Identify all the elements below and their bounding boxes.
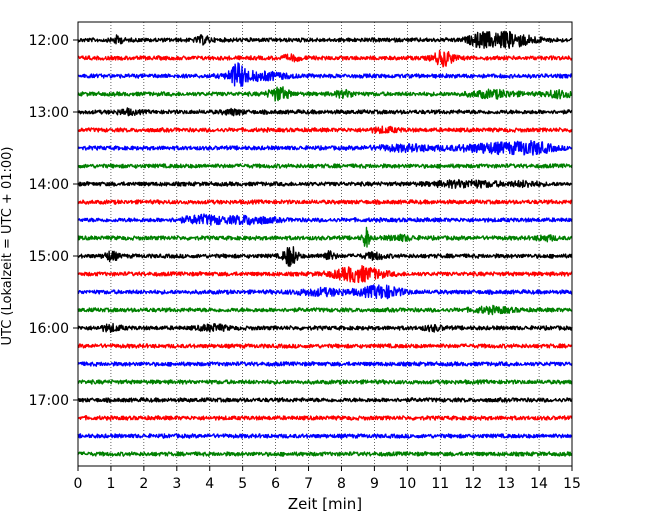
x-tick-label: 8 [337, 476, 346, 492]
y-tick-label: 16:00 [29, 321, 69, 337]
x-tick-label: 0 [74, 476, 83, 492]
trace-line [77, 107, 573, 117]
y-axis-label: UTC (Lokalzeit = UTC + 01:00) [0, 147, 15, 346]
x-ticks: 0 1 2 3 4 5 6 7 8 9 10 11 12 13 14 15 [74, 466, 581, 492]
trace-line [77, 30, 573, 49]
grid-lines [110, 22, 540, 466]
trace-line [77, 213, 573, 226]
trace-line [77, 415, 573, 421]
trace-line [77, 304, 573, 316]
trace-line [77, 361, 573, 367]
trace-line [77, 322, 573, 333]
x-tick-label: 3 [172, 476, 181, 492]
trace-line [77, 343, 573, 349]
trace-line [77, 226, 573, 248]
y-tick-label: 17:00 [29, 393, 69, 409]
x-tick-label: 11 [431, 476, 449, 492]
trace-line [77, 433, 573, 439]
plot-frame [77, 21, 573, 467]
x-tick-label: 6 [271, 476, 280, 492]
trace-line [77, 140, 573, 156]
x-tick-label: 7 [304, 476, 313, 492]
traces [77, 30, 573, 457]
x-tick-label: 2 [139, 476, 148, 492]
y-ticks: 12:00 13:00 14:00 15:00 16:00 17:00 [29, 33, 78, 409]
y-tick-label: 13:00 [29, 105, 69, 121]
trace-line [77, 62, 573, 87]
trace-line [77, 163, 573, 169]
x-tick-label: 12 [464, 476, 482, 492]
trace-line [77, 125, 573, 135]
trace-line [77, 86, 573, 102]
x-tick-label: 15 [563, 476, 581, 492]
trace-line [77, 451, 573, 457]
trace-line [77, 178, 573, 190]
trace-line [77, 284, 573, 300]
y-tick-label: 12:00 [29, 33, 69, 49]
x-tick-label: 10 [398, 476, 416, 492]
trace-line [77, 49, 573, 68]
x-tick-label: 1 [106, 476, 115, 492]
trace-line [77, 397, 573, 403]
trace-line [77, 264, 573, 284]
x-tick-label: 4 [205, 476, 214, 492]
x-axis-label: Zeit [min] [288, 495, 362, 513]
trace-line [77, 379, 573, 385]
x-tick-label: 5 [238, 476, 247, 492]
trace-line [77, 199, 573, 205]
x-tick-label: 14 [530, 476, 548, 492]
trace-line [77, 246, 573, 268]
y-tick-label: 15:00 [29, 249, 69, 265]
x-tick-label: 9 [370, 476, 379, 492]
x-tick-label: 13 [497, 476, 515, 492]
y-tick-label: 14:00 [29, 177, 69, 193]
